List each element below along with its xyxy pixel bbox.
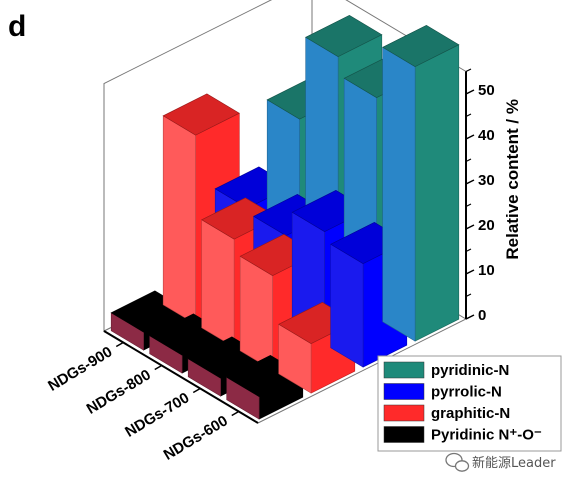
- category-tick: [192, 387, 201, 394]
- bar-side-face: [239, 255, 273, 371]
- category-tick: [154, 364, 163, 371]
- bar-front-face: [414, 44, 460, 342]
- legend-swatch: [383, 404, 425, 422]
- value-minor-tick: [465, 158, 472, 163]
- value-minor-tick: [465, 203, 472, 208]
- category-label: NDGs-600: [161, 412, 231, 464]
- watermark: 新能源Leader: [445, 452, 556, 472]
- watermark-text: 新能源Leader: [472, 455, 556, 471]
- bar: [382, 25, 460, 342]
- legend-swatch: [383, 383, 425, 400]
- value-minor-tick: [465, 113, 472, 118]
- value-tick: [465, 134, 475, 140]
- value-tick-label: 0: [478, 307, 486, 324]
- legend-label: graphitic-N: [431, 405, 510, 422]
- value-tick-label: 50: [478, 82, 495, 99]
- category-tick: [115, 341, 124, 348]
- legend: pyridinic-N pyrrolic-N graphitic-N Pyridini…: [377, 355, 562, 452]
- value-tick-label: 30: [478, 172, 495, 189]
- bar-side-face: [330, 243, 364, 368]
- bars: [110, 15, 460, 420]
- value-tick: [465, 224, 475, 230]
- bar-top-face: [162, 93, 240, 136]
- legend-swatch: [383, 361, 425, 379]
- wechat-icon: [445, 452, 470, 472]
- value-axis-title: Relative content / %: [503, 99, 522, 260]
- category-label: NDGs-700: [122, 389, 192, 441]
- value-tick: [465, 269, 475, 275]
- bar-top-face: [305, 15, 383, 57]
- legend-swatch: [383, 426, 425, 443]
- value-tick: [465, 179, 475, 185]
- value-minor-tick: [465, 68, 472, 73]
- value-minor-tick: [465, 293, 472, 298]
- value-minor-tick: [465, 248, 472, 253]
- legend-label: pyridinic-N: [431, 362, 509, 379]
- value-tick: [465, 314, 475, 320]
- legend-label: Pyridinic N⁺-O⁻: [431, 427, 542, 444]
- bar-side-face: [162, 115, 196, 325]
- category-tick: [231, 410, 240, 417]
- value-tick-label: 40: [478, 127, 495, 144]
- category-label: NDGs-800: [84, 366, 154, 418]
- panel-label: d: [8, 10, 26, 43]
- value-tick-label: 20: [478, 217, 495, 234]
- legend-label: pyrrolic-N: [431, 384, 502, 401]
- value-tick: [465, 89, 475, 95]
- bar-top-face: [382, 25, 460, 67]
- category-label: NDGs-900: [45, 343, 115, 395]
- value-tick-label: 10: [478, 262, 495, 279]
- bar-side-face: [382, 46, 416, 342]
- category-axis: [103, 330, 259, 424]
- bar-side-face: [201, 219, 235, 348]
